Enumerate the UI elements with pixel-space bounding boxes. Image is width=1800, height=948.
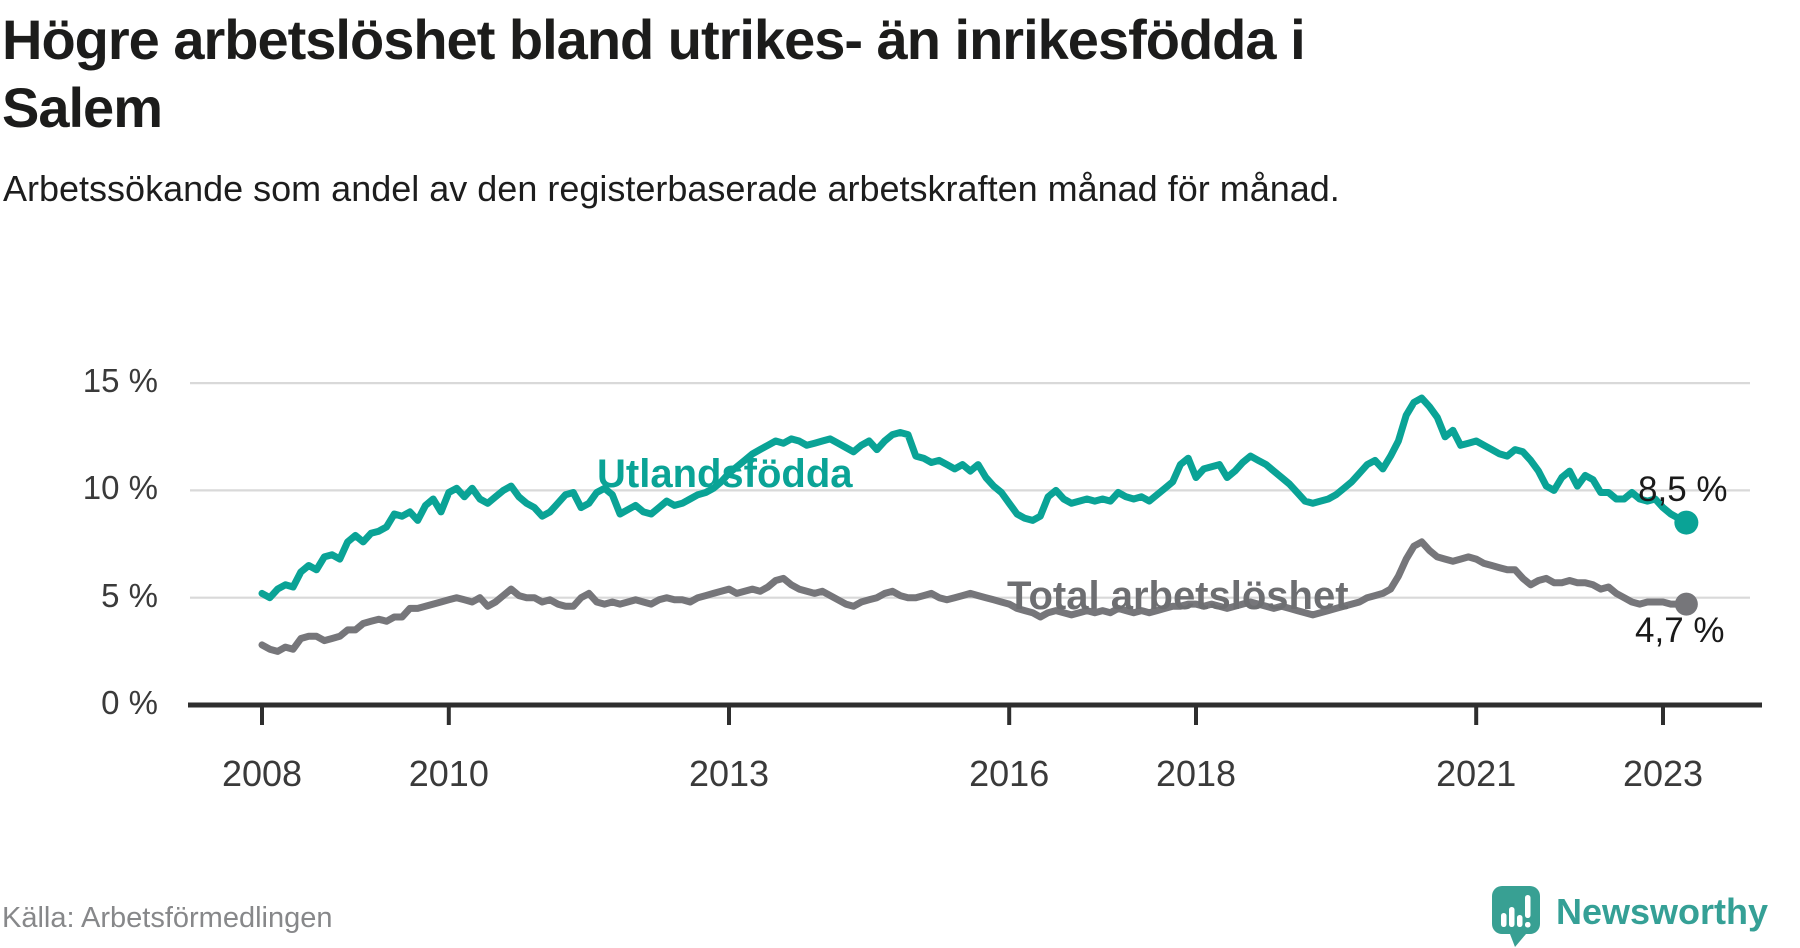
source-note: Källa: Arbetsförmedlingen <box>2 902 333 934</box>
x-axis-label: 2023 <box>1622 753 1704 794</box>
x-axis-label: 2018 <box>1155 753 1237 794</box>
page-title-line2: Salem <box>2 76 163 140</box>
y-axis-label: 15 % <box>82 362 158 400</box>
newsworthy-logo-icon <box>1492 886 1540 947</box>
y-axis-label: 0 % <box>101 684 158 721</box>
series-line-0 <box>258 394 1690 602</box>
end-value-label-utlandsfodda: 8,5 % <box>1638 470 1728 509</box>
page-title: Högre arbetslöshet bland utrikes- än inr… <box>2 6 1562 143</box>
series-end-dot-1 <box>1674 592 1698 616</box>
x-axis-label: 2008 <box>221 753 303 794</box>
series-line-1 <box>258 538 1690 655</box>
chart-subtitle: Arbetssökande som andel av den registerb… <box>3 168 1340 209</box>
page-title-line1: Högre arbetslöshet bland utrikes- än inr… <box>2 8 1306 71</box>
series-label-total-arbetsloshet: Total arbetslöshet <box>1007 574 1349 618</box>
series-label-utlandsfodda: Utlandsfödda <box>597 452 853 496</box>
newsworthy-logo-text: Newsworthy <box>1556 891 1769 932</box>
x-axis-label: 2010 <box>408 753 489 794</box>
y-axis-label: 10 % <box>82 469 158 507</box>
x-axis-label: 2016 <box>969 753 1050 794</box>
y-axis-label: 5 % <box>101 576 158 614</box>
x-axis-label: 2013 <box>688 753 770 794</box>
end-value-label-total: 4,7 % <box>1635 611 1725 650</box>
x-axis-label: 2021 <box>1436 753 1517 794</box>
series-end-dot-0 <box>1674 510 1699 535</box>
